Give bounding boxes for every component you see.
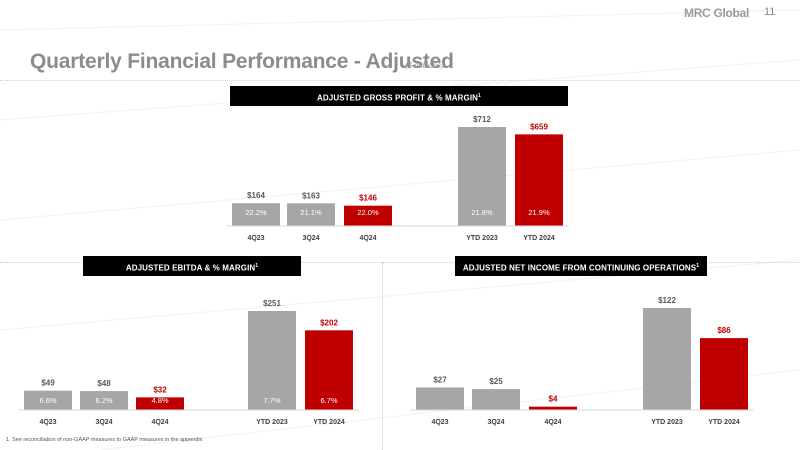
net_income-category-label: YTD 2023	[651, 419, 683, 426]
gross_profit-value-label: $659	[530, 122, 548, 131]
company-logo: MRC Global	[684, 6, 749, 20]
gross-profit-banner: ADJUSTED GROSS PROFIT & % MARGIN1	[230, 86, 568, 106]
ebitda-margin-label: 6.7%	[320, 396, 337, 405]
ebitda-value-label: $48	[97, 379, 111, 388]
ebitda-value-label: $49	[41, 379, 55, 388]
net-income-banner: ADJUSTED NET INCOME FROM CONTINUING OPER…	[455, 256, 707, 276]
gross_profit-bar	[287, 203, 335, 226]
ebitda-bar	[80, 391, 128, 410]
ebitda-margin-label: 6.6%	[39, 396, 56, 405]
ebitda-bar	[248, 311, 296, 410]
net_income-bar	[643, 308, 691, 410]
top-divider	[0, 80, 800, 81]
page-number: 11	[764, 6, 776, 18]
gross_profit-margin-label: 21.9%	[528, 208, 550, 217]
ebitda-category-label: 4Q23	[39, 419, 56, 426]
net_income-value-label: $4	[549, 395, 558, 404]
ebitda-value-label: $202	[320, 318, 338, 327]
net_income-value-label: $27	[433, 375, 447, 384]
gross_profit-value-label: $146	[359, 194, 377, 203]
net_income-value-label: $122	[658, 296, 676, 305]
ebitda-bar	[305, 330, 353, 410]
net_income-bar	[472, 389, 520, 410]
gross_profit-category-label: YTD 2023	[466, 235, 498, 242]
net_income-bar	[700, 338, 748, 410]
gross_profit-bar	[515, 134, 563, 226]
ebitda-margin-label: 7.7%	[263, 396, 280, 405]
footnote: 1. See reconciliation of non-GAAP measur…	[6, 437, 203, 443]
gross_profit-category-label: YTD 2024	[523, 235, 555, 242]
net_income-category-label: 4Q24	[544, 419, 561, 426]
ebitda-bar	[24, 390, 72, 410]
ebitda-title: ADJUSTED EBITDA & % MARGIN	[125, 263, 256, 273]
net-income-footnote-mark: 1	[696, 263, 700, 269]
bottom-vertical-divider	[382, 262, 383, 450]
ebitda-footnote-mark: 1	[255, 263, 259, 269]
net_income-category-label: YTD 2024	[708, 419, 740, 426]
gross_profit-category-label: 4Q24	[359, 235, 376, 242]
net_income-value-label: $25	[489, 377, 503, 386]
gross_profit-margin-label: 21.8%	[471, 208, 493, 217]
ebitda-margin-label: 4.8%	[151, 396, 168, 405]
ebitda-category-label: 3Q24	[95, 419, 112, 426]
gross_profit-margin-label: 21.1%	[300, 208, 322, 217]
ebitda-category-label: YTD 2024	[313, 419, 345, 426]
net_income-category-label: 3Q24	[487, 419, 504, 426]
gross_profit-bar	[232, 203, 280, 226]
net_income-bar	[416, 387, 464, 410]
ebitda-bar	[136, 397, 184, 410]
page-subtitle: ($ millions)	[405, 61, 444, 70]
middle-divider	[0, 262, 800, 263]
ebitda-value-label: $251	[263, 299, 281, 308]
ebitda-category-label: YTD 2023	[256, 419, 288, 426]
ebitda-category-label: 4Q24	[151, 419, 168, 426]
net_income-category-label: 4Q23	[431, 419, 448, 426]
gross_profit-value-label: $163	[302, 191, 320, 200]
gross_profit-category-label: 4Q23	[247, 235, 264, 242]
gross_profit-value-label: $164	[247, 191, 265, 200]
gross_profit-bar	[458, 127, 506, 226]
ebitda-margin-label: 6.2%	[95, 396, 112, 405]
gross_profit-margin-label: 22.0%	[357, 208, 379, 217]
gross_profit-margin-label: 22.2%	[245, 208, 267, 217]
gross-profit-title: ADJUSTED GROSS PROFIT & % MARGIN	[317, 93, 479, 103]
gross_profit-category-label: 3Q24	[302, 235, 319, 242]
net-income-title: ADJUSTED NET INCOME FROM CONTINUING OPER…	[462, 263, 697, 273]
gross_profit-bar	[344, 205, 392, 226]
ebitda-banner: ADJUSTED EBITDA & % MARGIN1	[83, 256, 301, 276]
gross-profit-footnote-mark: 1	[478, 93, 481, 99]
page-title: Quarterly Financial Performance - Adjust…	[30, 50, 454, 73]
gross_profit-value-label: $712	[473, 115, 491, 124]
net_income-value-label: $86	[717, 326, 731, 335]
ebitda-value-label: $32	[153, 385, 167, 394]
net_income-bar	[529, 406, 577, 410]
